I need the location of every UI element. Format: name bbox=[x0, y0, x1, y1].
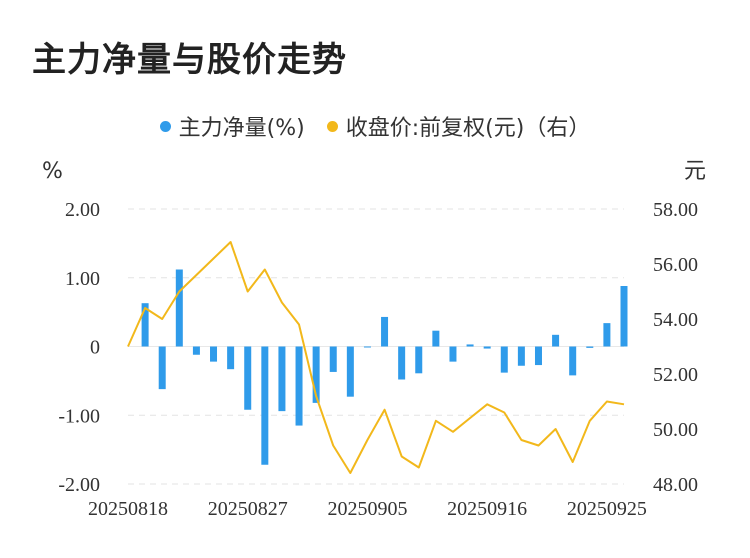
bar bbox=[569, 346, 577, 376]
legend-dot-bar bbox=[159, 120, 171, 132]
bar bbox=[227, 346, 235, 370]
bar bbox=[415, 346, 423, 374]
bar bbox=[261, 346, 269, 465]
left-axis-unit: % bbox=[42, 159, 63, 184]
bar bbox=[295, 346, 303, 426]
legend-item-net-volume[interactable]: 主力净量(%) bbox=[159, 110, 305, 142]
right-tick-label: 54.00 bbox=[653, 309, 698, 331]
bar bbox=[483, 346, 491, 349]
bar bbox=[466, 344, 474, 347]
bar bbox=[381, 316, 389, 347]
left-tick-label: -2.00 bbox=[58, 474, 100, 496]
bar bbox=[586, 346, 594, 348]
x-tick-label: 20250916 bbox=[447, 498, 527, 520]
left-tick-label: -1.00 bbox=[58, 405, 100, 427]
bar-series bbox=[141, 269, 628, 465]
bar bbox=[244, 346, 252, 410]
legend-dot-line bbox=[326, 120, 338, 132]
right-tick-label: 52.00 bbox=[653, 364, 698, 386]
bar bbox=[620, 286, 628, 347]
left-axis-ticks: 2.00 1.00 0 -1.00 -2.00 bbox=[58, 199, 100, 496]
bar bbox=[278, 346, 286, 412]
bar bbox=[552, 334, 560, 347]
legend-item-close-price[interactable]: 收盘价:前复权(元)（右） bbox=[326, 110, 591, 142]
x-tick-label: 20250827 bbox=[208, 498, 288, 520]
left-tick-label: 2.00 bbox=[65, 199, 100, 221]
right-tick-label: 58.00 bbox=[653, 199, 698, 221]
chart-title: 主力净量与股价走势 bbox=[32, 40, 347, 80]
right-axis-unit: 元 bbox=[684, 159, 706, 184]
bar bbox=[449, 346, 457, 362]
right-tick-label: 48.00 bbox=[653, 474, 698, 496]
bar bbox=[141, 303, 149, 347]
price-line bbox=[127, 241, 625, 474]
left-tick-label: 0 bbox=[90, 337, 100, 359]
bar bbox=[346, 346, 354, 397]
x-tick-label: 20250905 bbox=[327, 498, 407, 520]
bar bbox=[500, 346, 508, 373]
grid-lines bbox=[128, 208, 624, 485]
bar bbox=[363, 346, 371, 348]
bar bbox=[534, 346, 542, 366]
bar bbox=[517, 346, 525, 366]
left-tick-label: 1.00 bbox=[65, 268, 100, 290]
legend-label-net-volume: 主力净量(%) bbox=[178, 116, 305, 141]
right-tick-label: 50.00 bbox=[653, 419, 698, 441]
x-tick-label: 20250925 bbox=[567, 498, 647, 520]
bar bbox=[175, 269, 183, 347]
x-axis-ticks: 20250818 20250827 20250905 20250916 20250925 bbox=[88, 498, 647, 520]
bar bbox=[210, 346, 218, 362]
bar bbox=[158, 346, 166, 390]
bar bbox=[398, 346, 406, 380]
bar bbox=[432, 330, 440, 347]
right-tick-label: 56.00 bbox=[653, 254, 698, 276]
x-tick-label: 20250818 bbox=[88, 498, 168, 520]
legend-label-close-price: 收盘价:前复权(元)（右） bbox=[345, 116, 591, 141]
right-axis-ticks: 58.00 56.00 54.00 52.00 50.00 48.00 bbox=[653, 199, 698, 496]
bar bbox=[603, 323, 611, 347]
line-series bbox=[127, 241, 625, 474]
bar bbox=[192, 346, 200, 355]
bar bbox=[312, 346, 320, 403]
legend: 主力净量(%) 收盘价:前复权(元)（右） bbox=[0, 110, 750, 142]
bar bbox=[329, 346, 337, 372]
